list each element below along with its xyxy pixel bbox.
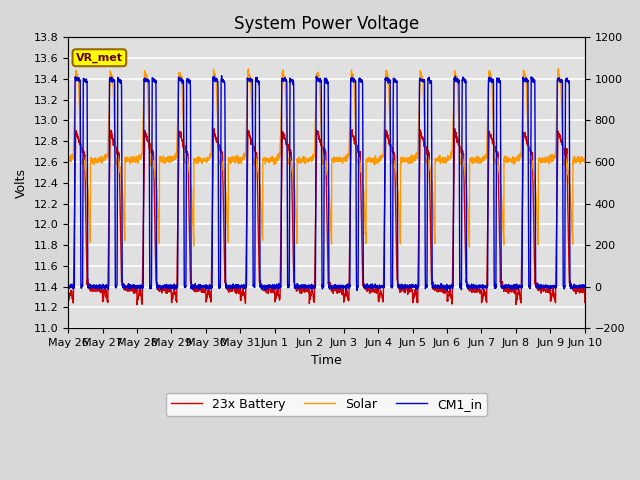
Text: VR_met: VR_met: [76, 53, 123, 63]
Solar: [154, 205, 161, 211]
Line: CM1_in: CM1_in: [68, 76, 585, 291]
CM1_in: [262, 283, 270, 289]
23x Battery: [515, 288, 523, 294]
Solar: [262, 157, 270, 163]
23x Battery: [124, 286, 131, 291]
Title: System Power Voltage: System Power Voltage: [234, 15, 419, 33]
23x Battery: [571, 285, 579, 291]
Solar: [571, 157, 579, 163]
CM1_in: [124, 284, 131, 290]
CM1_in: [571, 284, 579, 290]
Solar: [64, 160, 72, 166]
23x Battery: [154, 282, 162, 288]
Solar: [555, 66, 563, 72]
23x Battery: [285, 147, 292, 153]
Y-axis label: Volts: Volts: [15, 168, 28, 198]
CM1_in: [515, 282, 523, 288]
CM1_in: [154, 284, 161, 290]
Line: Solar: Solar: [68, 69, 585, 247]
CM1_in: [581, 283, 589, 289]
23x Battery: [64, 299, 72, 304]
Line: 23x Battery: 23x Battery: [68, 129, 585, 305]
Solar: [581, 159, 589, 165]
CM1_in: [64, 285, 72, 291]
Solar: [285, 156, 292, 161]
23x Battery: [451, 126, 458, 132]
CM1_in: [218, 73, 225, 79]
23x Battery: [262, 290, 270, 296]
Legend: 23x Battery, Solar, CM1_in: 23x Battery, Solar, CM1_in: [166, 393, 487, 416]
Solar: [465, 244, 473, 250]
Solar: [124, 159, 131, 165]
Solar: [515, 154, 523, 159]
X-axis label: Time: Time: [311, 353, 342, 367]
23x Battery: [581, 300, 589, 305]
CM1_in: [444, 288, 451, 294]
23x Battery: [133, 302, 141, 308]
CM1_in: [285, 282, 292, 288]
